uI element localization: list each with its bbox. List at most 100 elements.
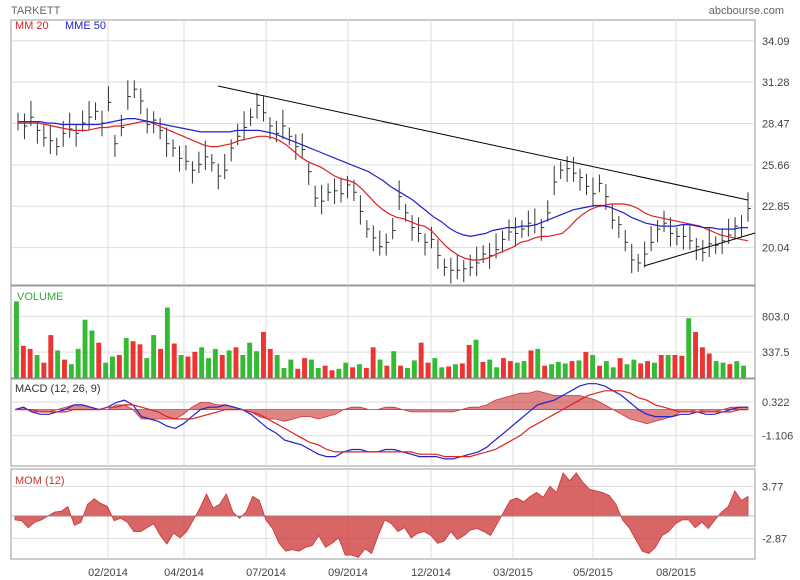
x-axis-label: 03/2015 — [493, 567, 533, 579]
volume-bar — [27, 348, 33, 378]
volume-bar — [672, 355, 678, 378]
macd-histogram-area — [14, 390, 749, 425]
volume-bar — [75, 348, 81, 378]
y-tick-label: 803.0 — [762, 311, 790, 323]
x-axis-label: 02/2014 — [88, 567, 128, 579]
volume-bar — [116, 355, 122, 378]
volume-bar — [727, 364, 733, 378]
trendline-support — [643, 232, 756, 267]
volume-bar — [206, 358, 211, 378]
y-tick-label: 25.66 — [762, 160, 790, 172]
volume-bar — [171, 343, 177, 378]
volume-bar — [336, 368, 342, 378]
y-tick-label: 28.47 — [762, 118, 790, 130]
volume-bar — [261, 332, 266, 378]
volume-bar — [274, 355, 280, 378]
volume-bar — [377, 359, 383, 378]
volume-bar — [89, 330, 95, 378]
volume-bar — [357, 364, 362, 378]
volume-bar — [603, 361, 609, 378]
volume-bar — [439, 367, 445, 378]
price-panel — [10, 19, 756, 286]
volume-bar — [645, 361, 650, 378]
volume-bar — [741, 365, 746, 378]
volume-bar — [41, 362, 47, 378]
volume-bar — [487, 359, 493, 378]
y-tick-label: 31.28 — [762, 77, 790, 89]
mm20-line — [18, 120, 749, 261]
volume-bar — [130, 341, 136, 378]
volume-label: VOLUME — [17, 291, 63, 303]
legend-mm20: MM 20 — [15, 20, 49, 32]
volume-bar — [459, 363, 465, 378]
volume-bar — [432, 358, 438, 378]
volume-bar — [322, 365, 328, 378]
volume-bar — [631, 359, 637, 378]
volume-bar — [247, 342, 253, 378]
volume-bar — [219, 355, 225, 378]
volume-bar — [542, 365, 548, 378]
volume-bar — [720, 362, 726, 378]
volume-bar — [700, 347, 705, 378]
volume-bar — [576, 360, 582, 378]
volume-bar — [96, 342, 102, 378]
x-axis-label: 07/2014 — [246, 567, 286, 579]
volume-bar — [597, 365, 602, 378]
volume-bar — [686, 318, 692, 378]
volume-bar — [158, 348, 163, 378]
volume-bar — [48, 335, 54, 378]
volume-bar — [185, 356, 191, 378]
volume-bar — [494, 367, 500, 378]
volume-bar — [528, 350, 534, 378]
volume-bar — [665, 355, 671, 378]
volume-bar — [617, 358, 623, 378]
y-tick-label: 3.77 — [762, 481, 783, 493]
macd-label: MACD (12, 26, 9) — [15, 383, 101, 395]
chart-title: TARKETT — [11, 5, 61, 17]
macd-signal-line — [15, 390, 748, 458]
volume-bar — [391, 351, 397, 378]
volume-bar — [281, 368, 287, 378]
volume-bar — [233, 347, 239, 378]
volume-bar — [473, 339, 479, 378]
volume-bar — [137, 344, 143, 378]
volume-bar — [466, 345, 472, 378]
volume-bar — [110, 356, 115, 378]
volume-bar — [309, 359, 314, 378]
volume-bar — [590, 355, 596, 378]
volume-bar — [34, 355, 40, 378]
volume-bar — [734, 361, 740, 378]
volume-bar — [144, 358, 150, 378]
volume-bar — [164, 307, 170, 378]
volume-bar — [350, 367, 355, 378]
volume-bar — [418, 342, 424, 378]
volume-bar — [302, 358, 307, 378]
volume-bar — [288, 359, 294, 378]
volume-bar — [713, 361, 719, 378]
macd-line — [14, 383, 748, 460]
y-tick-label: -2.87 — [762, 533, 787, 545]
volume-bar — [62, 359, 67, 378]
volume-bar — [521, 361, 527, 378]
volume-bar — [178, 355, 184, 378]
volume-bar — [20, 345, 26, 378]
source-label[interactable]: abcbourse.com — [709, 5, 784, 17]
volume-bar — [535, 348, 541, 378]
y-tick-label: 0.322 — [762, 397, 790, 409]
y-tick-label: -1.106 — [762, 431, 793, 443]
x-axis-label: 05/2015 — [573, 567, 613, 579]
volume-bar — [446, 366, 452, 378]
volume-bar — [55, 350, 61, 378]
volume-bar — [583, 351, 589, 378]
volume-bar — [254, 351, 259, 378]
volume-bar — [638, 363, 644, 378]
volume-bar — [507, 361, 513, 378]
volume-bar — [405, 368, 410, 378]
volume-bar — [212, 348, 218, 378]
volume-bar — [425, 362, 431, 378]
volume-bar — [549, 364, 554, 378]
volume-bar — [610, 367, 616, 378]
y-tick-label: 22.85 — [762, 201, 790, 213]
volume-bar — [295, 368, 301, 378]
